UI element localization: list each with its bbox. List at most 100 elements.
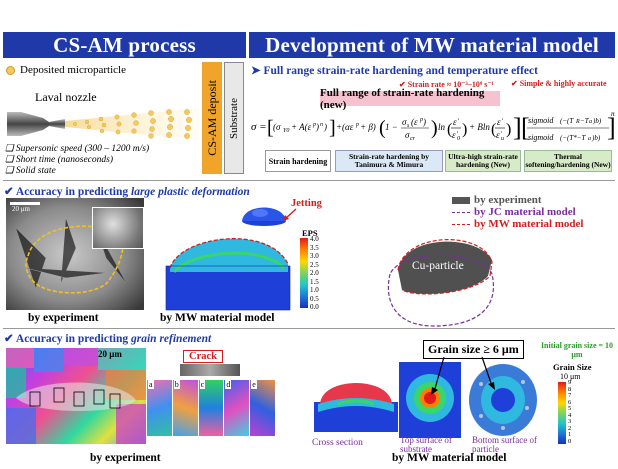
process-panel: Deposited microparticle Laval nozzle xyxy=(3,60,246,178)
svg-text:sigmoid: sigmoid xyxy=(528,133,554,142)
bullet-time: ❑ Short time (nanoseconds) xyxy=(5,155,114,165)
svg-text:n: n xyxy=(320,122,323,128)
callout-arrow-left xyxy=(431,356,445,395)
nozzle-diagram xyxy=(7,108,199,140)
check-icon: ✔ xyxy=(511,79,518,88)
svg-text:cr: cr xyxy=(410,136,416,142)
svg-text:sigmoid: sigmoid xyxy=(528,116,554,125)
svg-text:)b): )b) xyxy=(591,134,601,142)
jetting-arrow-icon xyxy=(283,208,297,221)
legend-swatch-experiment xyxy=(452,196,470,204)
svg-text:]: ] xyxy=(607,113,615,142)
ebsd-map: 20 μm xyxy=(6,348,146,444)
zoom-panels: a b c d e xyxy=(147,380,275,436)
svg-text:σ: σ xyxy=(405,130,410,140)
svg-text:ε̇: ε̇ xyxy=(453,117,460,127)
jetting-label: Jetting xyxy=(291,198,322,209)
deformation-heading: ✔ Accuracy in predicting large plastic d… xyxy=(4,186,250,198)
svg-text:ln: ln xyxy=(438,122,446,132)
process-bullets: ❑ Supersonic speed (300 – 1200 m/s) ❑ Sh… xyxy=(5,144,149,177)
label-strain-hardening: Strain hardening xyxy=(265,150,331,172)
grain-scale-unit: 10 μm xyxy=(560,372,581,381)
svg-text:1 −: 1 − xyxy=(385,122,398,132)
svg-text:): ) xyxy=(422,117,426,127)
svg-text:ε̇: ε̇ xyxy=(496,130,503,140)
divider-top xyxy=(3,180,615,181)
crack-inset xyxy=(180,364,240,376)
svg-text:(ε: (ε xyxy=(411,117,418,127)
spray-plume xyxy=(65,108,199,140)
deposit-bar: CS-AM deposit xyxy=(202,62,222,174)
particle-outline xyxy=(25,225,124,294)
equation-svg: σ = [ (σ Y0 + A(ε p) n) ] + (αε p + β) ( 1 − σ… xyxy=(251,110,615,142)
ebsd-scale-label: 20 μm xyxy=(98,349,122,359)
grain-cross-section xyxy=(314,383,398,432)
check-strain-rate: ✔ Strain rate ≈ 10⁻³–10⁹ s⁻¹ xyxy=(399,80,494,89)
svg-text:[: [ xyxy=(267,117,274,139)
svg-text:(: ( xyxy=(447,121,452,138)
svg-text:+ A(ε: + A(ε xyxy=(291,122,312,132)
grain-colorbar xyxy=(558,382,566,444)
particle-dot-icon xyxy=(6,65,15,75)
nozzle-label: Laval nozzle xyxy=(35,90,97,104)
callout-arrow-right xyxy=(481,356,495,390)
svg-text:(−(T*−T: (−(T*−T xyxy=(560,134,587,142)
svg-text:): ) xyxy=(506,121,511,138)
eps-ticks: 4.0 3.5 3.0 2.5 2.0 1.5 1.0 0.5 0.0 xyxy=(310,235,319,311)
spray-particles xyxy=(73,109,192,139)
profile-legend: by experiment by JC material model by MW… xyxy=(452,194,583,230)
header-right: Development of MW material model xyxy=(249,32,615,58)
svg-text:−T: −T xyxy=(580,117,590,125)
svg-text:): ) xyxy=(323,122,327,132)
eps-title: EPS xyxy=(302,228,318,238)
zoom-panel-e: e xyxy=(250,380,275,436)
caption-experiment-1: by experiment xyxy=(28,312,99,324)
svg-text:p: p xyxy=(419,117,423,123)
top-surface-label: Top surface of substrate xyxy=(400,435,452,454)
bottom-surface-label: Bottom surface of particle xyxy=(472,435,537,454)
svg-text:]: ] xyxy=(513,113,522,142)
svg-text:s: s xyxy=(407,123,410,129)
jetting-particle-3d xyxy=(242,207,286,226)
grain-bottom-surface xyxy=(469,364,537,436)
svg-text:(σ: (σ xyxy=(273,122,281,132)
bullet-speed: ❑ Supersonic speed (300 – 1200 m/s) xyxy=(5,144,150,154)
full-range-banner: Full range of strain-rate hardening (new… xyxy=(320,87,500,111)
divider-mid xyxy=(3,328,615,329)
sem-scale-bar-label: 20 μm xyxy=(12,205,30,213)
caption-model-2: by MW material model xyxy=(392,452,507,464)
svg-text:(αε: (αε xyxy=(342,122,354,132)
svg-text:m: m xyxy=(611,110,615,118)
svg-text:u: u xyxy=(501,136,504,142)
eps-colorbar xyxy=(300,238,308,308)
svg-text:0: 0 xyxy=(457,136,460,142)
fe-simulation-deformation xyxy=(165,238,291,311)
legend-swatch-mw xyxy=(452,223,470,225)
legend-jc: by JC material model xyxy=(452,206,583,218)
experiment-inset-image xyxy=(92,207,144,249)
initial-grain-label: Initial grain size = 10 μm xyxy=(540,341,614,359)
svg-text:(−(T: (−(T xyxy=(560,117,574,125)
label-thermal: Thermal softening/hardening (New) xyxy=(524,150,612,172)
laval-nozzle-icon xyxy=(7,112,65,136)
model-title: ➤ Full range strain-rate hardening and t… xyxy=(251,65,538,77)
particle-legend-label: Deposited microparticle xyxy=(20,64,126,76)
bullet-state: ❑ Solid state xyxy=(5,166,56,176)
svg-text:): ) xyxy=(462,121,467,138)
caption-model-1: by MW material model xyxy=(160,312,275,324)
zoom-panel-d: d xyxy=(224,380,250,436)
svg-text:σ: σ xyxy=(402,117,407,127)
check-icon: ✔ xyxy=(399,80,406,89)
svg-text:a: a xyxy=(588,136,591,142)
svg-text:+ Bln: + Bln xyxy=(469,122,490,132)
particle-legend: Deposited microparticle xyxy=(6,64,126,76)
substrate-label: Substrate xyxy=(228,97,240,139)
svg-text:Y0: Y0 xyxy=(283,128,289,134)
svg-text:(: ( xyxy=(379,117,386,139)
zoom-panel-a: a xyxy=(147,380,172,436)
zoom-panel-c: c xyxy=(198,380,224,436)
grain-scale-title: Grain Size xyxy=(553,362,592,372)
legend-mw: by MW material model xyxy=(452,218,583,230)
legend-experiment: by experiment xyxy=(452,194,583,206)
